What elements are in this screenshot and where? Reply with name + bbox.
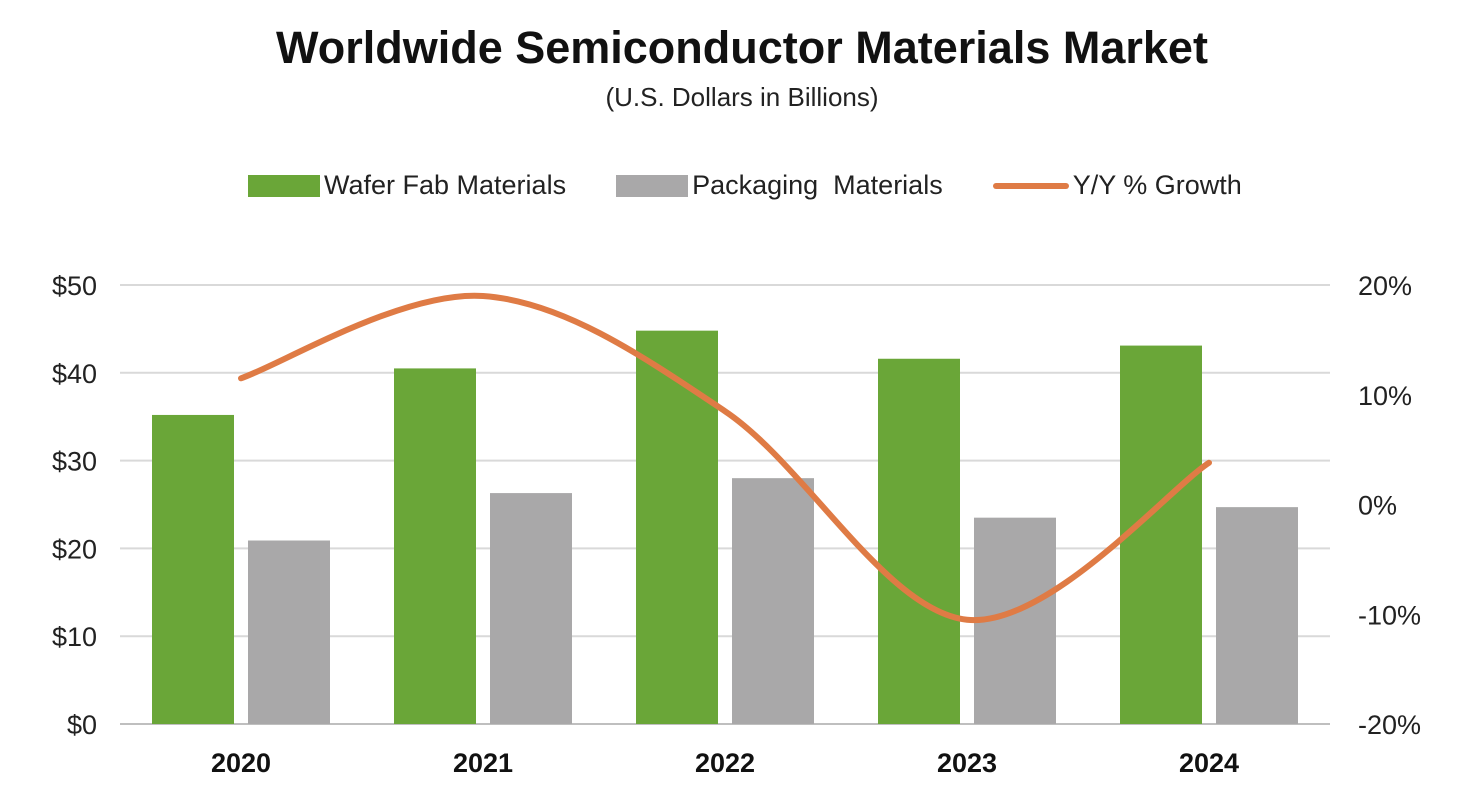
x-tick-label: 2023 xyxy=(937,748,997,778)
y-right-tick-label: -20% xyxy=(1358,710,1421,740)
bar-wafer-fab xyxy=(394,368,476,724)
y-left-tick-label: $40 xyxy=(52,359,97,389)
x-tick-label: 2022 xyxy=(695,748,755,778)
bar-packaging xyxy=(248,540,330,724)
bar-wafer-fab xyxy=(1120,345,1202,724)
bar-wafer-fab xyxy=(152,414,234,724)
legend-label-wafer-fab: Wafer Fab Materials xyxy=(324,170,567,200)
y-right-tick-label: -10% xyxy=(1358,600,1421,630)
bar-wafer-fab xyxy=(878,358,960,724)
y-right-tick-label: 20% xyxy=(1358,271,1412,301)
y-left-tick-label: $10 xyxy=(52,622,97,652)
legend-item-wafer-fab: Wafer Fab Materials xyxy=(248,170,566,201)
y-right-tick-label: 0% xyxy=(1358,491,1397,521)
bar-packaging xyxy=(1216,507,1298,724)
bar-wafer-fab xyxy=(636,330,718,724)
chart-title: Worldwide Semiconductor Materials Market xyxy=(276,22,1208,73)
y-left-tick-label: $20 xyxy=(52,534,97,564)
bar-packaging xyxy=(490,493,572,724)
legend-item-packaging: Packaging Materials xyxy=(616,170,943,201)
y-left-tick-label: $50 xyxy=(52,271,97,301)
y-left-tick-label: $30 xyxy=(52,447,97,477)
y-left-tick-label: $0 xyxy=(67,710,97,740)
legend-swatch-packaging xyxy=(616,174,689,197)
bar-packaging xyxy=(732,478,814,724)
growth-line xyxy=(238,292,1212,623)
legend-swatch-wafer-fab xyxy=(248,174,320,197)
x-tick-label: 2021 xyxy=(453,748,513,778)
x-tick-label: 2020 xyxy=(211,748,271,778)
legend: Wafer Fab Materials Packaging Materials … xyxy=(248,170,1292,201)
x-tick-label: 2024 xyxy=(1179,748,1239,778)
legend-item-growth: Y/Y % Growth xyxy=(992,170,1242,201)
legend-label-growth: Y/Y % Growth xyxy=(1072,170,1242,200)
y-right-tick-label: 10% xyxy=(1358,381,1412,411)
legend-label-packaging: Packaging Materials xyxy=(692,170,943,200)
chart-subtitle: (U.S. Dollars in Billions) xyxy=(605,82,879,112)
legend-line-growth xyxy=(992,182,1069,189)
